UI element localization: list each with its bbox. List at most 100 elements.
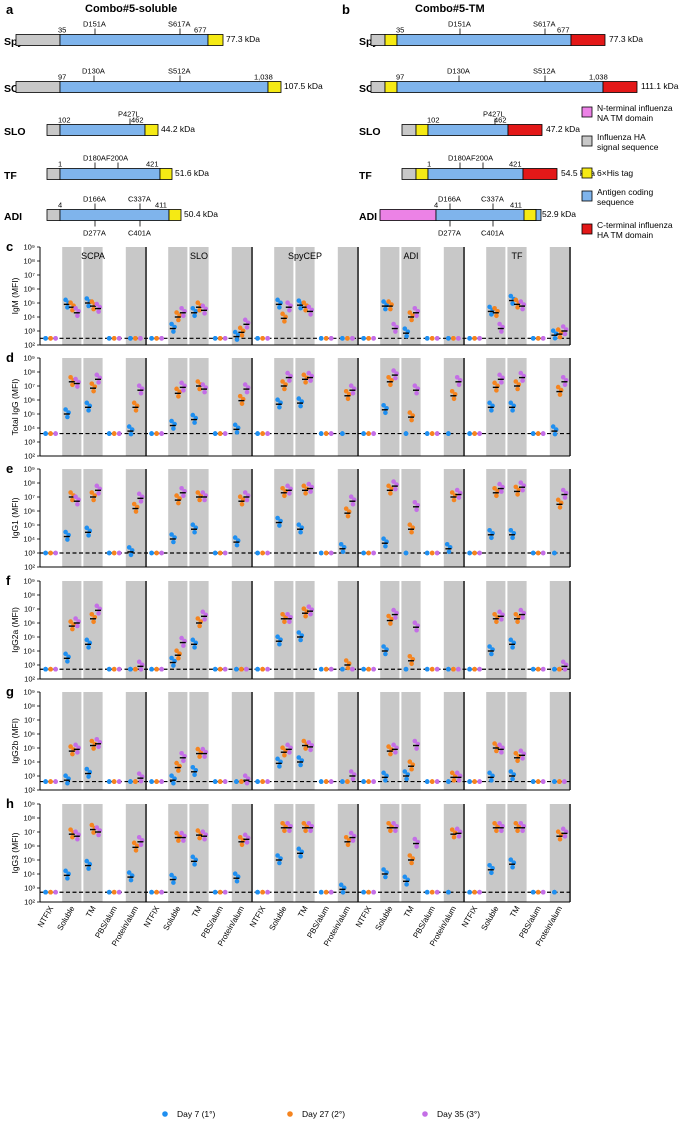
- data-point: [487, 304, 492, 310]
- data-point: [530, 336, 536, 341]
- data-point: [515, 828, 520, 834]
- data-point: [48, 336, 53, 341]
- data-point: [303, 491, 308, 496]
- b-tf-signal: [401, 168, 417, 180]
- data-point: [381, 402, 386, 408]
- data-point: [89, 299, 95, 304]
- data-point: [171, 663, 176, 668]
- shade-band: [274, 692, 294, 790]
- shade-band: [443, 692, 463, 790]
- data-point: [560, 659, 566, 665]
- panel-letter-f: f: [6, 573, 11, 588]
- data-point: [371, 779, 376, 784]
- data-point: [494, 388, 499, 393]
- data-point: [508, 769, 514, 774]
- data-point: [48, 431, 53, 436]
- data-point: [244, 325, 250, 330]
- data-point: [190, 522, 196, 528]
- x-category-label: NTFIX: [460, 904, 480, 929]
- a-slo-label: SLO: [4, 126, 26, 138]
- data-point: [323, 889, 329, 895]
- data-point: [409, 860, 414, 866]
- data-point: [63, 868, 68, 874]
- time-legend-label: Day 35 (3°): [437, 1109, 480, 1119]
- y-tick-label: 10⁸: [23, 814, 35, 823]
- data-point: [412, 383, 418, 389]
- data-point: [181, 493, 186, 499]
- data-point: [489, 651, 494, 657]
- data-point: [451, 834, 457, 840]
- data-point: [497, 820, 502, 826]
- data-point: [217, 779, 223, 784]
- data-point: [86, 774, 91, 779]
- data-point: [280, 745, 285, 751]
- data-point: [560, 826, 566, 832]
- data-point: [174, 493, 179, 498]
- a-spycep-signal: [15, 34, 61, 46]
- data-point: [449, 770, 455, 776]
- panel-letter-e: e: [6, 461, 13, 476]
- data-point: [540, 889, 546, 895]
- data-point: [451, 336, 456, 341]
- panel-a-title: Combo#5-soluble: [85, 3, 177, 15]
- data-point: [535, 336, 541, 341]
- panel-h: h IgG3 (MFI) 10² 10³ 10⁴ 10⁵ 10⁶ 10⁷ 10⁸ 10⁹: [6, 796, 571, 907]
- data-point: [407, 522, 413, 528]
- data-point: [414, 627, 419, 633]
- data-point: [133, 509, 139, 514]
- data-point: [265, 550, 270, 556]
- a-tf-signal: [46, 168, 61, 180]
- data-point: [513, 611, 519, 617]
- data-point: [73, 742, 78, 748]
- y-tick-label: 10⁵: [24, 633, 35, 642]
- data-point: [328, 666, 334, 672]
- antigen-title: SLO: [190, 251, 208, 261]
- data-point: [306, 370, 312, 376]
- data-point: [255, 550, 260, 556]
- data-point: [366, 779, 371, 784]
- y-tick-label: 10⁹: [23, 688, 35, 697]
- data-point: [306, 820, 312, 826]
- data-point: [280, 611, 285, 617]
- data-point: [477, 431, 482, 436]
- data-point: [520, 828, 525, 834]
- data-point: [296, 755, 302, 760]
- data-point: [348, 830, 354, 836]
- y-tick-label: 10⁷: [24, 716, 35, 725]
- data-point: [409, 529, 414, 535]
- data-point: [111, 431, 117, 436]
- data-point: [106, 779, 112, 784]
- b-scpa-ctm-domain: [602, 81, 638, 93]
- data-point: [393, 750, 398, 755]
- data-point: [350, 336, 355, 341]
- data-point: [303, 307, 308, 313]
- b-adi-kda: 52.9 kDa: [542, 209, 576, 219]
- data-point: [429, 431, 435, 436]
- data-point: [43, 336, 48, 341]
- data-point: [361, 779, 366, 784]
- data-point: [128, 877, 134, 883]
- a-spycep-start: 35: [58, 26, 66, 35]
- data-point: [138, 336, 143, 341]
- data-point: [386, 744, 391, 749]
- x-category-label: NTFIX: [248, 904, 268, 929]
- b-tf-his-tag: [415, 168, 429, 180]
- data-point: [308, 828, 313, 834]
- data-point: [197, 754, 202, 759]
- data-point: [176, 394, 181, 399]
- b-spycep-start: 35: [396, 26, 404, 35]
- data-point: [282, 386, 287, 392]
- y-tick-label: 10⁴: [23, 870, 35, 879]
- y-tick-label: 10⁶: [24, 285, 35, 294]
- data-point: [277, 305, 282, 310]
- data-point: [308, 747, 313, 753]
- data-point: [96, 380, 101, 385]
- data-point: [393, 329, 398, 334]
- data-point: [265, 779, 270, 784]
- data-point: [446, 666, 451, 672]
- data-point: [306, 481, 312, 487]
- y-tick-label: 10⁷: [24, 605, 35, 614]
- a-adi-end: 411: [155, 201, 167, 210]
- y-tick-label: 10²: [24, 675, 35, 684]
- a-tf-mutation: F200A: [106, 154, 128, 163]
